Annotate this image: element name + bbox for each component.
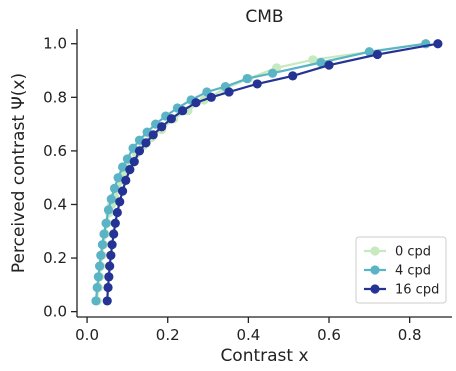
data-point — [121, 175, 131, 185]
x-tick-label: 0.8 — [398, 326, 422, 344]
data-point — [433, 39, 443, 49]
data-point — [107, 240, 117, 250]
data-point — [148, 130, 158, 140]
series-line — [106, 42, 439, 301]
y-axis-title: Perceived contrast Ψ(x) — [9, 73, 29, 273]
data-point — [134, 146, 145, 156]
data-point — [117, 162, 128, 172]
data-point — [99, 229, 109, 239]
y-tick-label: 0.4 — [43, 195, 67, 213]
legend: 0 cpd 4 cpd 16 cpd — [355, 236, 447, 304]
x-tick-label: 0.0 — [75, 326, 99, 344]
x-axis-title: Contrast x — [220, 346, 308, 366]
data-point — [92, 282, 102, 293]
data-point — [267, 68, 278, 78]
y-axis: 0.0 0.2 0.4 0.6 0.8 1.0 — [43, 29, 78, 321]
data-point — [106, 250, 116, 260]
data-point — [372, 49, 383, 60]
data-point — [242, 73, 252, 84]
legend-swatch-marker — [370, 246, 380, 256]
data-point — [224, 87, 234, 97]
data-point — [93, 272, 103, 282]
data-point — [91, 296, 101, 306]
data-point — [308, 55, 318, 65]
y-tick-label: 0.2 — [43, 249, 67, 267]
data-point — [316, 57, 326, 68]
y-tick-label: 0.8 — [43, 88, 67, 106]
data-point — [102, 296, 112, 306]
legend-swatch-marker — [370, 284, 380, 294]
data-point — [125, 165, 135, 175]
x-tick-label: 0.4 — [236, 326, 260, 344]
data-point — [94, 261, 105, 271]
data-point — [178, 106, 188, 116]
data-point — [166, 114, 176, 124]
x-tick-label: 0.6 — [317, 326, 341, 344]
data-point — [157, 122, 167, 132]
data-point — [324, 60, 334, 70]
y-tick-label: 0.0 — [43, 303, 67, 321]
data-point — [110, 218, 120, 228]
x-axis: 0.0 0.2 0.4 0.6 0.8 — [75, 316, 452, 344]
data-point — [103, 205, 114, 215]
data-point — [191, 98, 201, 108]
series-2 — [102, 39, 443, 306]
series-line — [94, 42, 426, 301]
data-point — [109, 229, 119, 239]
chart-title: CMB — [245, 7, 283, 27]
data-point — [103, 282, 113, 293]
data-point — [117, 186, 128, 196]
data-point — [141, 138, 151, 148]
data-point — [106, 194, 116, 204]
y-tick-label: 1.0 — [43, 35, 67, 53]
data-point — [96, 250, 106, 260]
data-point — [115, 197, 125, 207]
data-point — [364, 47, 374, 57]
data-point — [129, 157, 139, 167]
data-point — [113, 173, 123, 183]
legend-swatch-marker — [370, 265, 380, 275]
data-point — [101, 218, 111, 228]
legend-label: 4 cpd — [395, 264, 431, 279]
data-point — [104, 272, 114, 282]
legend-label: 16 cpd — [395, 283, 439, 298]
x-tick-label: 0.2 — [156, 326, 180, 344]
data-point — [288, 71, 298, 81]
data-point — [105, 261, 115, 271]
legend-label: 0 cpd — [395, 245, 431, 260]
data-point — [112, 207, 122, 218]
data-point — [97, 240, 108, 250]
plot-area — [91, 39, 443, 306]
data-point — [252, 79, 262, 89]
y-tick-label: 0.6 — [43, 142, 67, 160]
data-point — [206, 92, 216, 102]
data-point — [109, 183, 120, 194]
